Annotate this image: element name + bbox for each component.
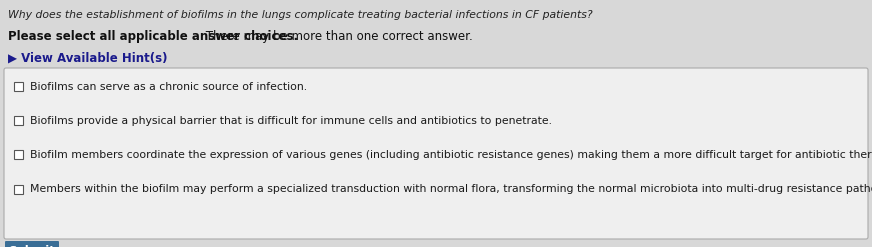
Text: Biofilms provide a physical barrier that is difficult for immune cells and antib: Biofilms provide a physical barrier that… [30,116,552,125]
FancyBboxPatch shape [4,68,868,239]
FancyBboxPatch shape [5,241,59,247]
Bar [14,116,23,125]
Text: Biofilms can serve as a chronic source of infection.: Biofilms can serve as a chronic source o… [30,82,307,91]
Text: Please select all applicable answer choices.: Please select all applicable answer choi… [8,30,298,43]
Bar [14,185,23,194]
Bar [14,82,23,91]
Bar [14,150,23,159]
Text: Why does the establishment of biofilms in the lungs complicate treating bacteria: Why does the establishment of biofilms i… [8,10,593,20]
Text: Submit: Submit [9,245,56,247]
Text: ▶ View Available Hint(s): ▶ View Available Hint(s) [8,52,167,65]
Text: Biofilm members coordinate the expression of various genes (including antibiotic: Biofilm members coordinate the expressio… [30,149,872,160]
Text: There may be more than one correct answer.: There may be more than one correct answe… [202,30,473,43]
Text: Members within the biofilm may perform a specialized transduction with normal fl: Members within the biofilm may perform a… [30,185,872,194]
